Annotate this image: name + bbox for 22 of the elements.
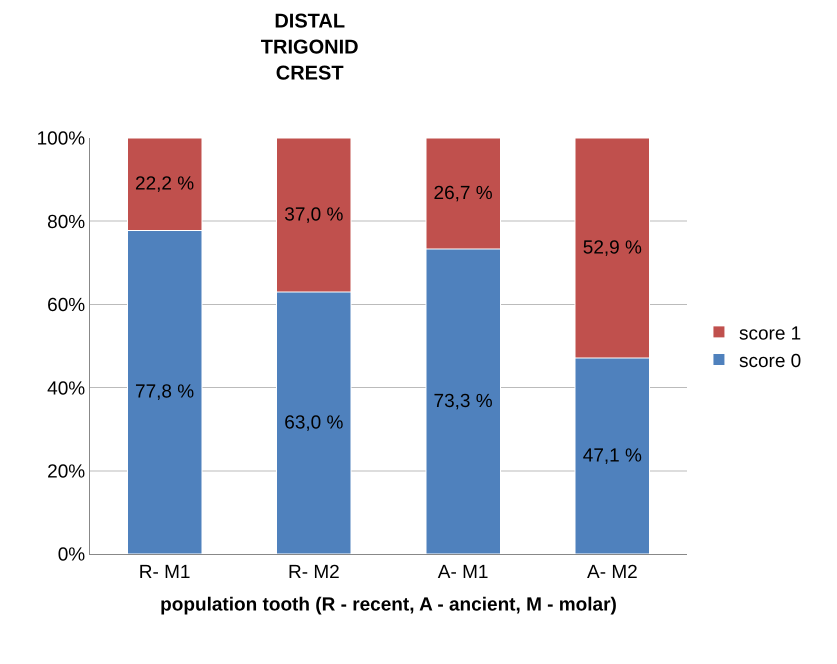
legend-label: score 1: [738, 323, 802, 344]
y-tick-label: 80%: [47, 212, 86, 233]
y-tick-label: 20%: [47, 461, 86, 482]
x-tick-label: R- M2: [288, 562, 340, 583]
data-label: 63,0 %: [284, 412, 344, 434]
data-label: 22,2 %: [134, 174, 194, 195]
chart-title: DISTAL TRIGONID CREST: [260, 10, 359, 84]
x-tick-label: R- M1: [138, 562, 190, 583]
data-label: 47,1 %: [582, 446, 642, 467]
y-tick-label: 100%: [36, 128, 86, 150]
data-label: 77,8 %: [134, 382, 194, 403]
data-label: 52,9 %: [582, 238, 642, 259]
x-axis-title: population tooth (R - recent, A - ancient, M - molar): [160, 594, 617, 616]
data-label: 37,0 %: [284, 204, 344, 226]
x-tick-label: A- M2: [587, 562, 638, 583]
y-tick-label: 0%: [58, 544, 86, 566]
x-tick-label: A- M1: [438, 562, 488, 583]
data-label: 26,7 %: [433, 183, 493, 204]
y-tick-label: 40%: [47, 378, 86, 400]
legend-label: score 0: [738, 350, 802, 372]
data-label: 73,3 %: [433, 391, 493, 412]
y-tick-label: 60%: [47, 295, 86, 316]
